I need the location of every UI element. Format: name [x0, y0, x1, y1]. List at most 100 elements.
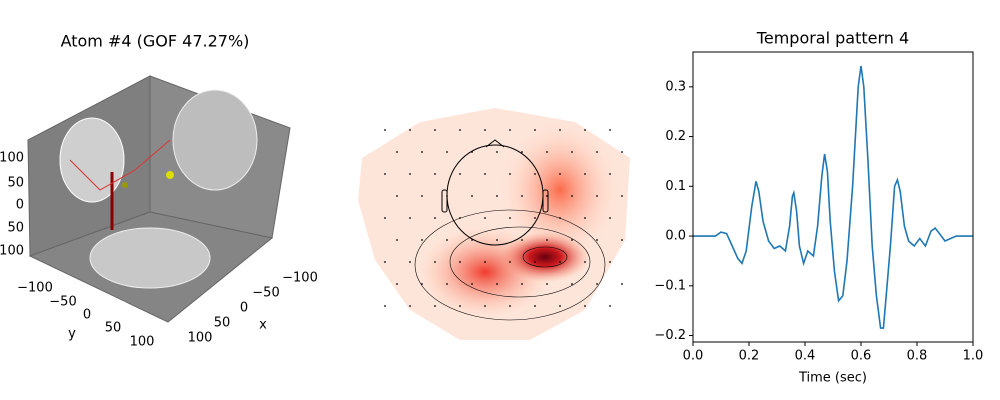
sensor	[409, 129, 411, 131]
sensor	[409, 217, 411, 219]
sensor	[521, 151, 523, 153]
sensor	[459, 129, 461, 131]
sensor	[509, 217, 511, 219]
chart-title: Temporal pattern 4	[756, 29, 909, 48]
sensor	[434, 129, 436, 131]
sensor	[471, 283, 473, 285]
x-tick-label: 0.6	[851, 349, 872, 364]
sensor	[496, 239, 498, 241]
x-tick-label: 0	[240, 301, 248, 316]
temporal-chart: Temporal pattern 4 Time (sec)	[756, 29, 909, 386]
sensor	[546, 151, 548, 153]
sensor	[471, 151, 473, 153]
dipole-point	[122, 182, 128, 188]
z-tick-label: 100	[0, 244, 24, 259]
x-tick-label: 0.4	[795, 349, 816, 364]
x-tick-label: −100	[282, 271, 318, 286]
sensor	[384, 261, 386, 263]
field-blob	[500, 232, 590, 282]
sensor	[509, 129, 511, 131]
y-tick-label: 50	[105, 321, 122, 336]
sensor	[396, 195, 398, 197]
y-tick-label: −100	[17, 281, 53, 296]
sensor	[484, 217, 486, 219]
sensor	[384, 173, 386, 175]
sensor	[559, 261, 561, 263]
x-tick-label: 100	[188, 331, 213, 346]
y-tick-label: 0.1	[665, 179, 686, 194]
sensor	[609, 217, 611, 219]
sensor	[609, 305, 611, 307]
x-tick-label: −50	[252, 286, 279, 301]
x-tick-label: 0.8	[907, 349, 928, 364]
sensor	[621, 151, 623, 153]
sensor	[484, 129, 486, 131]
sensor	[496, 195, 498, 197]
atom-3d-plot: Atom #4 (GOF 47.27%) 100 50 0 50 100 −10…	[0, 32, 318, 350]
sensor	[496, 283, 498, 285]
contour	[449, 226, 591, 298]
x-tick-label: 50	[214, 316, 231, 331]
sensor	[559, 305, 561, 307]
z-tick-label: 50	[7, 176, 24, 191]
projection-line	[69, 139, 171, 191]
sensor	[609, 173, 611, 175]
sensor	[621, 239, 623, 241]
sensor	[434, 305, 436, 307]
sensor	[571, 283, 573, 285]
sensor	[546, 239, 548, 241]
sensor	[584, 173, 586, 175]
sensor	[421, 195, 423, 197]
sensor	[534, 305, 536, 307]
sensor	[384, 217, 386, 219]
sensor	[596, 239, 598, 241]
sensor	[446, 283, 448, 285]
sensor	[484, 261, 486, 263]
contour	[414, 209, 606, 321]
sensor	[446, 195, 448, 197]
ear	[542, 189, 549, 213]
sensor	[596, 195, 598, 197]
coronal-slice	[172, 89, 258, 191]
sensor	[459, 173, 461, 175]
sensor	[459, 305, 461, 307]
sensor	[559, 217, 561, 219]
sensor	[546, 195, 548, 197]
sensor	[584, 217, 586, 219]
field-blob	[500, 120, 620, 260]
y-tick-label: −50	[49, 295, 76, 310]
sensor	[396, 283, 398, 285]
nose	[485, 139, 505, 148]
x-axis-label: x	[259, 318, 267, 333]
sensor	[609, 129, 611, 131]
atom-title: Atom #4 (GOF 47.27%)	[61, 32, 250, 51]
axial-slice	[89, 227, 211, 289]
sensor	[434, 261, 436, 263]
series-line	[693, 65, 973, 329]
sensor	[434, 173, 436, 175]
dipole-point	[166, 171, 174, 179]
sensor	[584, 261, 586, 263]
ear	[441, 189, 448, 213]
y-tick-label: 0.2	[665, 129, 686, 144]
sensor	[546, 283, 548, 285]
sensor	[509, 173, 511, 175]
sensor	[396, 239, 398, 241]
sensor	[409, 261, 411, 263]
sensor	[584, 129, 586, 131]
sensor	[534, 261, 536, 263]
sensor	[571, 195, 573, 197]
sensor	[571, 239, 573, 241]
sensor	[396, 151, 398, 153]
topomap	[358, 108, 630, 340]
sensor	[559, 129, 561, 131]
sensor	[471, 195, 473, 197]
sensor	[384, 129, 386, 131]
sensor	[434, 217, 436, 219]
y-tick-label: 0	[83, 308, 91, 323]
z-tick-label: 100	[0, 151, 24, 166]
sensor	[621, 283, 623, 285]
y-axis-label: y	[68, 327, 76, 342]
